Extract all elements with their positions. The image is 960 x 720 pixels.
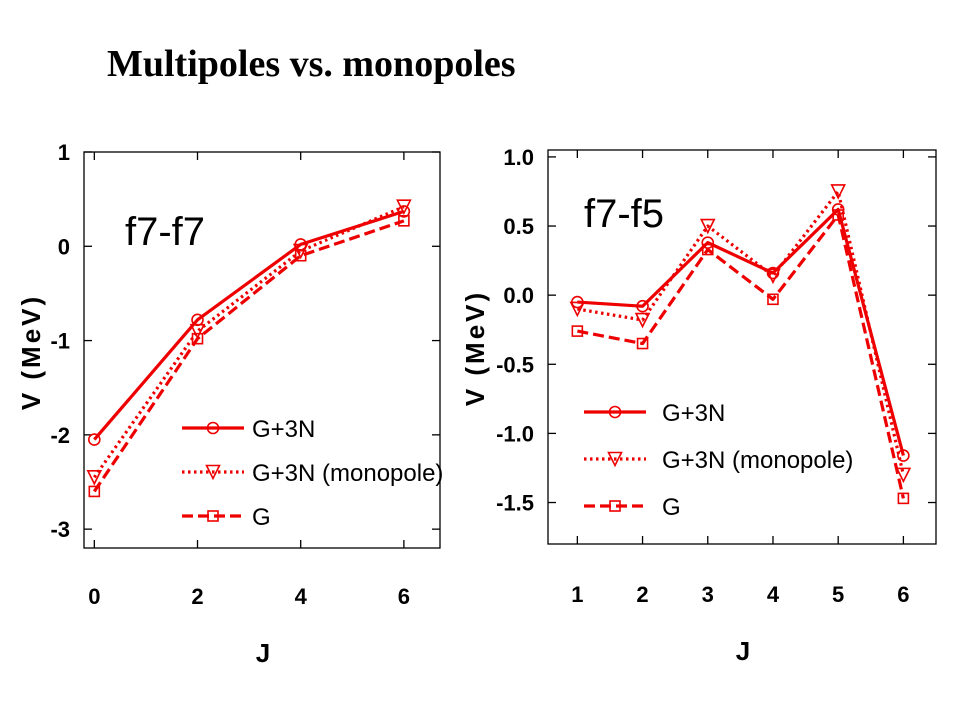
y-tick-label: -1.5 — [496, 491, 534, 516]
panel-label: f7-f7 — [125, 210, 205, 254]
data-point — [86, 469, 103, 486]
x-tick-label: 2 — [636, 582, 648, 607]
data-point — [398, 215, 410, 227]
x-axis-label: J — [736, 636, 750, 666]
x-tick-label: 3 — [702, 582, 714, 607]
series-line — [577, 189, 905, 476]
y-tick-label: -3 — [50, 517, 70, 542]
legend: G+3N G+3N (monopole) G — [182, 416, 443, 531]
data-point — [189, 323, 206, 340]
y-tick-label: 0 — [58, 234, 70, 259]
x-tick-label: 4 — [295, 584, 308, 609]
x-tick-label: 5 — [832, 582, 844, 607]
y-tick-label: -0.5 — [496, 352, 534, 377]
data-point — [832, 209, 844, 221]
series-2 — [569, 184, 912, 484]
data-point — [897, 492, 910, 505]
plot-frame — [547, 149, 937, 545]
data-point — [88, 433, 101, 446]
x-tick-label: 4 — [767, 582, 780, 607]
y-axis-label: V (MeV) — [460, 290, 490, 406]
y-tick-label: -2 — [50, 423, 70, 448]
panel-label: f7-f5 — [584, 192, 664, 236]
y-tick-label: 0.0 — [503, 283, 534, 308]
legend-entry: G+3N — [662, 400, 725, 427]
legend-entry: G — [662, 494, 681, 521]
series-3 — [88, 215, 410, 498]
slide-title: Multipoles vs. monopoles — [107, 43, 516, 85]
x-tick-label: 0 — [88, 584, 100, 609]
series-3 — [571, 209, 910, 505]
data-point — [569, 301, 586, 318]
data-point — [767, 293, 779, 306]
data-point — [895, 467, 912, 484]
data-point — [897, 449, 910, 462]
data-point — [636, 337, 649, 350]
series-line — [577, 207, 905, 456]
data-point — [397, 205, 411, 218]
y-axis-label: V (MeV) — [16, 294, 46, 410]
x-tick-label: 6 — [897, 582, 909, 607]
legend-entry: G+3N — [252, 416, 315, 443]
legend-entry: G — [252, 504, 271, 531]
data-point — [634, 312, 651, 329]
x-tick-label: 2 — [191, 584, 203, 609]
data-point — [765, 268, 781, 285]
data-point — [396, 199, 412, 215]
legend-marker — [207, 510, 219, 522]
y-tick-label: -1.0 — [496, 421, 534, 446]
y-tick-label: 1.0 — [503, 145, 534, 170]
data-point — [294, 249, 307, 262]
data-point — [636, 299, 649, 313]
data-point — [571, 325, 584, 337]
data-point — [88, 485, 101, 498]
x-tick-label: 6 — [398, 584, 410, 609]
legend-marker — [608, 405, 622, 419]
y-tick-label: 0.5 — [503, 214, 534, 239]
legend-entry: G+3N (monopole) — [252, 460, 443, 487]
legend-marker — [609, 500, 621, 512]
chart-1: 1 0 -1 -2 -3 0 2 4 6 J V (MeV) f7-f7 G+3N G+3N (monop… — [16, 140, 443, 668]
legend-marker — [205, 464, 221, 481]
plot-frame — [83, 151, 441, 549]
y-tick-label: 1 — [58, 140, 70, 165]
x-axis-label: J — [256, 638, 270, 668]
series-line — [92, 219, 405, 493]
data-point — [191, 332, 204, 345]
data-point — [830, 184, 846, 200]
chart-2: 1.0 0.5 0.0 -0.5 -1.0 -1.5 1 2 3 4 5 6 J V (MeV) f7-f5… — [460, 145, 937, 666]
legend: G+3N G+3N (monopole) G — [584, 400, 853, 521]
series-1 — [571, 203, 910, 462]
data-point — [699, 218, 716, 235]
data-point — [701, 243, 714, 256]
x-tick-label: 1 — [571, 582, 583, 607]
legend-entry: G+3N (monopole) — [662, 447, 853, 474]
legend-marker — [206, 421, 220, 435]
y-tick-label: -1 — [50, 329, 70, 354]
legend-marker — [607, 451, 623, 468]
series-line — [577, 213, 905, 499]
